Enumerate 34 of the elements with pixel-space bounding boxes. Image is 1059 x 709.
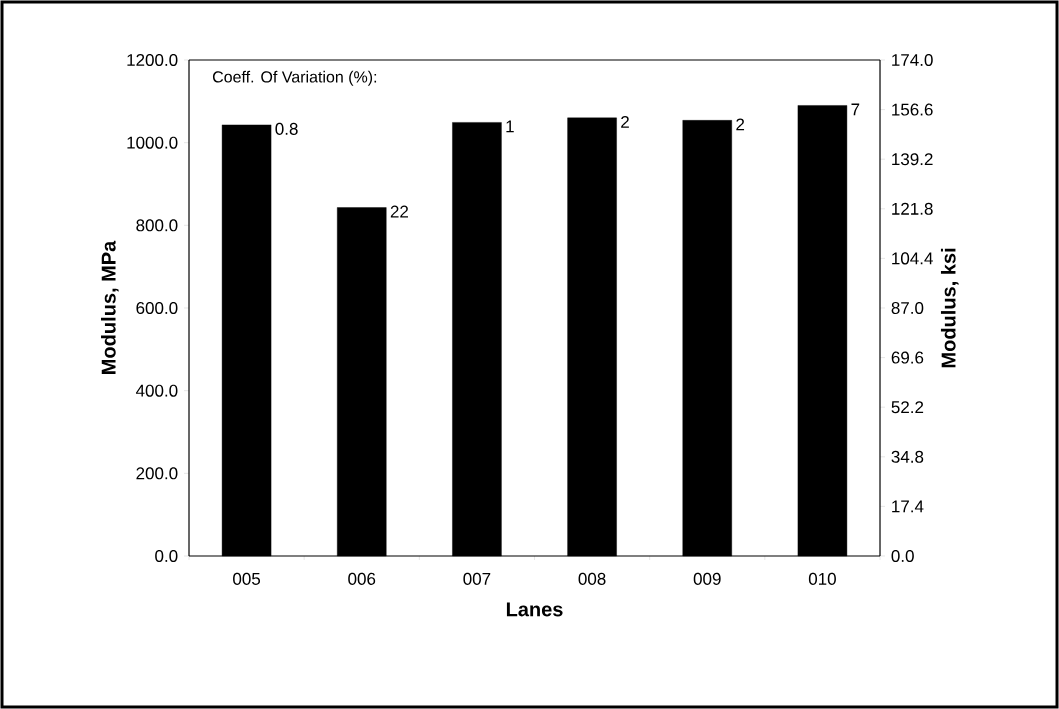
annotation: 2 xyxy=(621,115,629,128)
y2-tick-label: 156.6 xyxy=(892,103,933,116)
x-tick-label: 009 xyxy=(693,572,721,585)
y-axis-title: Modulus, MPa xyxy=(101,240,119,374)
x-axis-title: Lanes xyxy=(506,602,563,617)
y2-tick-label: 0.0 xyxy=(891,549,914,563)
annotation: 0.8 xyxy=(275,122,298,135)
x-tick-label: 010 xyxy=(808,572,836,585)
annotation: 7 xyxy=(851,103,860,116)
y-tick-label: 800.0 xyxy=(136,219,178,232)
y2-tick-label: 87.0 xyxy=(891,301,924,315)
annotation: 2 xyxy=(736,118,745,131)
y2-tick-label: 104.4 xyxy=(892,252,933,265)
y-tick-label: 1200.0 xyxy=(127,53,178,67)
x-tick-label: 007 xyxy=(463,572,491,585)
y2-tick-label: 34.8 xyxy=(891,450,924,463)
y-tick-label: 600.0 xyxy=(136,301,178,315)
x-tick-label: 005 xyxy=(233,572,261,585)
annotation: 1 xyxy=(506,120,514,133)
x-tick-label: 008 xyxy=(578,572,606,585)
y2-tick-label: 52.2 xyxy=(891,401,924,414)
y2-tick-label: 139.2 xyxy=(892,153,933,166)
y-tick-label: 1000.0 xyxy=(127,136,178,149)
y2-tick-label: 121.8 xyxy=(892,202,933,215)
annotation: 22 xyxy=(390,205,408,218)
y-tick-label: 400.0 xyxy=(135,384,178,397)
y2-axis-title: Modulus, ksi xyxy=(940,248,959,368)
y-tick-label: 0.0 xyxy=(155,549,178,563)
x-tick-label: 006 xyxy=(348,572,376,585)
annotation: Coeff. Of Variation (%): xyxy=(212,70,377,86)
y2-tick-label: 17.4 xyxy=(892,500,924,513)
y2-tick-label: 174.0 xyxy=(892,53,933,67)
y-tick-label: 200.0 xyxy=(136,467,178,480)
y2-tick-label: 69.6 xyxy=(891,351,924,364)
